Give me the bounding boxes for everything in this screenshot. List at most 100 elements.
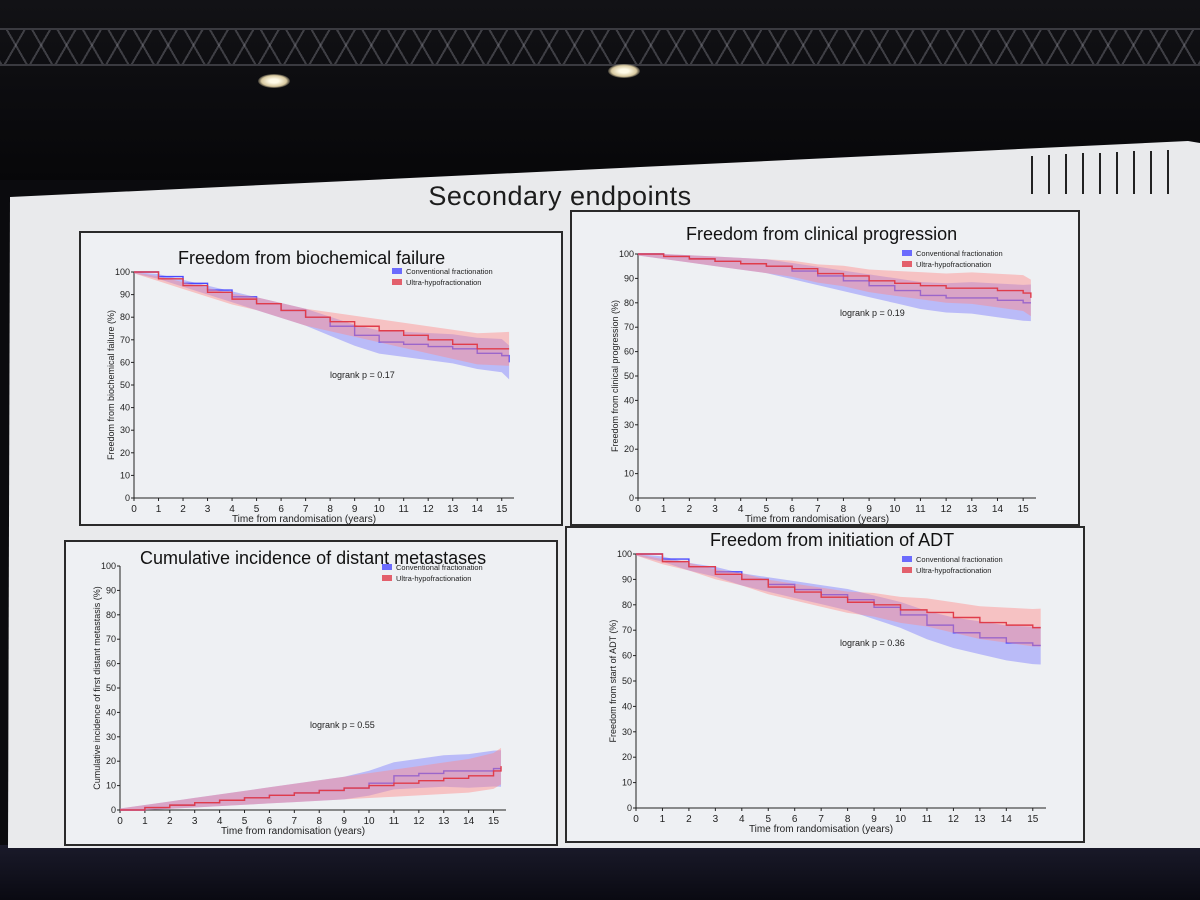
x-tick-label: 10 bbox=[374, 504, 386, 515]
y-tick-label: 10 bbox=[106, 781, 116, 791]
x-tick-label: 5 bbox=[254, 504, 260, 515]
y-tick-label: 10 bbox=[622, 778, 632, 788]
x-tick-label: 4 bbox=[229, 504, 235, 515]
chart-panel-frame bbox=[64, 540, 558, 846]
x-tick-label: 6 bbox=[789, 504, 795, 515]
x-tick-label: 12 bbox=[941, 504, 953, 515]
logrank-annotation: logrank p = 0.19 bbox=[840, 308, 905, 318]
y-tick-label: 100 bbox=[619, 249, 634, 259]
ultra-series-line bbox=[134, 271, 510, 350]
x-tick-label: 13 bbox=[438, 816, 450, 827]
x-tick-label: 0 bbox=[117, 816, 123, 827]
spotlight-right bbox=[608, 64, 640, 78]
chart-panel-frame bbox=[565, 526, 1085, 843]
chart-title: Cumulative incidence of distant metastas… bbox=[140, 548, 487, 568]
legend-label: Ultra-hypofractionation bbox=[396, 574, 471, 583]
legend-swatch bbox=[902, 250, 912, 256]
y-tick-label: 80 bbox=[120, 312, 130, 322]
x-tick-label: 15 bbox=[1018, 504, 1030, 515]
ultra-series-line bbox=[120, 766, 502, 811]
x-tick-label: 4 bbox=[217, 816, 223, 827]
x-tick-label: 6 bbox=[267, 816, 273, 827]
y-tick-label: 0 bbox=[627, 803, 632, 813]
y-tick-label: 50 bbox=[622, 676, 632, 686]
conventional-ci-band bbox=[636, 554, 1041, 665]
x-axis-label: Time from randomisation (years) bbox=[745, 514, 889, 525]
y-tick-label: 60 bbox=[622, 651, 632, 661]
y-tick-label: 30 bbox=[106, 732, 116, 742]
y-axis-label: Freedom from clinical progression (%) bbox=[610, 300, 620, 452]
y-tick-label: 60 bbox=[624, 347, 634, 357]
y-tick-label: 20 bbox=[120, 448, 130, 458]
x-tick-label: 15 bbox=[496, 504, 508, 515]
x-tick-label: 7 bbox=[818, 814, 824, 825]
lighting-truss bbox=[0, 28, 1200, 66]
x-tick-label: 15 bbox=[488, 816, 500, 827]
x-tick-label: 4 bbox=[739, 814, 745, 825]
spotlight-left bbox=[258, 74, 290, 88]
conventional-series-line bbox=[636, 553, 1041, 647]
x-tick-label: 13 bbox=[447, 504, 459, 515]
ultra-series-line bbox=[636, 553, 1041, 629]
x-tick-label: 0 bbox=[635, 504, 641, 515]
y-tick-label: 100 bbox=[115, 267, 130, 277]
x-axis-label: Time from randomisation (years) bbox=[221, 826, 365, 837]
conventional-ci-band bbox=[134, 272, 510, 380]
conventional-series-line bbox=[134, 271, 510, 363]
x-axis-label: Time from randomisation (years) bbox=[232, 514, 376, 525]
y-tick-label: 100 bbox=[617, 549, 632, 559]
conventional-series-line bbox=[120, 767, 502, 811]
x-tick-label: 4 bbox=[738, 504, 744, 515]
y-tick-label: 0 bbox=[125, 493, 130, 503]
ultra-ci-band bbox=[636, 554, 1041, 647]
y-tick-label: 0 bbox=[111, 805, 116, 815]
y-tick-label: 30 bbox=[120, 425, 130, 435]
x-axis-label: Time from randomisation (years) bbox=[749, 824, 893, 835]
chart-panel-frame bbox=[79, 231, 563, 526]
y-tick-label: 90 bbox=[106, 585, 116, 595]
x-tick-label: 7 bbox=[303, 504, 309, 515]
x-tick-label: 15 bbox=[1027, 814, 1039, 825]
y-tick-label: 20 bbox=[106, 756, 116, 766]
x-tick-label: 9 bbox=[866, 504, 872, 515]
y-tick-label: 50 bbox=[106, 683, 116, 693]
legend-swatch bbox=[902, 556, 912, 562]
x-tick-label: 14 bbox=[472, 504, 484, 515]
y-tick-label: 50 bbox=[624, 371, 634, 381]
y-tick-label: 70 bbox=[120, 335, 130, 345]
x-tick-label: 2 bbox=[180, 504, 186, 515]
y-axis-label: Cumulative incidence of first distant me… bbox=[92, 586, 102, 790]
y-tick-label: 20 bbox=[624, 444, 634, 454]
y-tick-label: 60 bbox=[106, 659, 116, 669]
ultra-ci-band bbox=[134, 272, 510, 366]
y-tick-label: 100 bbox=[101, 561, 116, 571]
x-tick-label: 5 bbox=[765, 814, 771, 825]
x-tick-label: 8 bbox=[327, 504, 333, 515]
ultra-ci-band bbox=[120, 747, 502, 810]
logrank-annotation: logrank p = 0.36 bbox=[840, 638, 905, 648]
y-tick-label: 30 bbox=[622, 727, 632, 737]
y-tick-label: 40 bbox=[106, 707, 116, 717]
conventional-series-line bbox=[638, 253, 1031, 304]
legend-label: Ultra-hypofractionation bbox=[916, 260, 991, 269]
chart-title: Freedom from initiation of ADT bbox=[710, 530, 955, 550]
y-tick-label: 40 bbox=[624, 395, 634, 405]
y-tick-label: 40 bbox=[622, 701, 632, 711]
x-tick-label: 10 bbox=[895, 814, 907, 825]
x-tick-label: 2 bbox=[167, 816, 173, 827]
legend-label: Ultra-hypofractionation bbox=[406, 278, 481, 287]
x-tick-label: 10 bbox=[889, 504, 901, 515]
y-tick-label: 30 bbox=[624, 420, 634, 430]
x-tick-label: 7 bbox=[815, 504, 821, 515]
y-tick-label: 80 bbox=[106, 610, 116, 620]
legend-swatch bbox=[392, 279, 402, 285]
y-tick-label: 80 bbox=[622, 600, 632, 610]
x-tick-label: 14 bbox=[992, 504, 1004, 515]
x-tick-label: 11 bbox=[389, 816, 400, 827]
x-tick-label: 2 bbox=[686, 814, 692, 825]
chart-panel-frame bbox=[570, 210, 1080, 526]
stage-floor bbox=[0, 845, 1200, 900]
x-tick-label: 8 bbox=[841, 504, 847, 515]
x-tick-label: 1 bbox=[660, 814, 666, 825]
x-tick-label: 3 bbox=[205, 504, 211, 515]
